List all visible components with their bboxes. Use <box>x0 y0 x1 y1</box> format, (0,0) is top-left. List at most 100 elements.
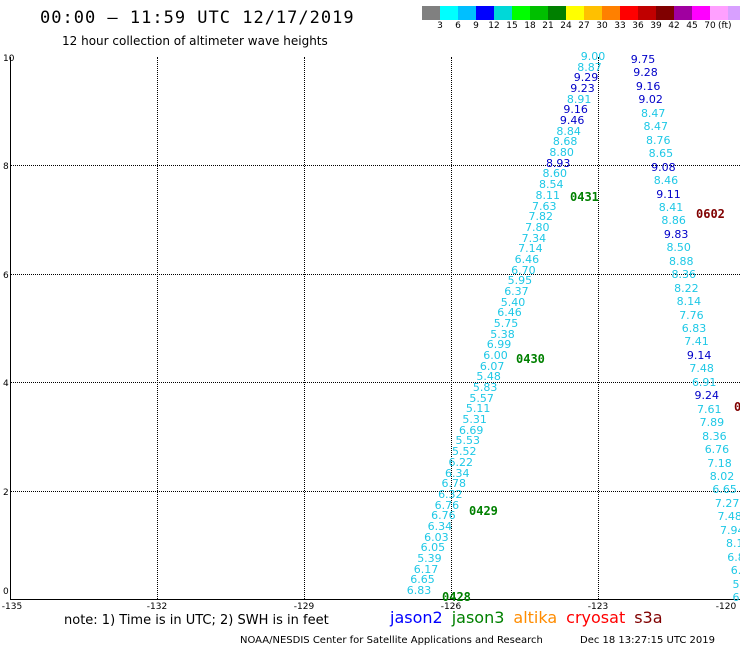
wave-height-label: 8.68 <box>552 135 578 149</box>
wave-height-label: 8.60 <box>542 167 567 181</box>
wave-height-label: 8.50 <box>666 241 691 255</box>
wave-height-label: 5.95 <box>507 274 533 288</box>
credit-line: NOAA/NESDIS Center for Satellite Applica… <box>240 635 543 646</box>
y-tick-label: 2 <box>3 487 9 498</box>
wave-height-label: 6.00 <box>483 349 508 363</box>
wave-height-label: 6.69 <box>458 423 484 437</box>
wave-height-label: 9.24 <box>694 389 720 403</box>
legend-tick: 6 <box>455 21 461 31</box>
legend-tick: 12 <box>488 21 500 31</box>
legend-swatch <box>620 6 638 20</box>
x-tick-label: -126 <box>440 602 462 612</box>
wave-height-label: 8.1 <box>726 537 740 551</box>
generation-timestamp: Dec 18 13:27:15 UTC 2019 <box>580 635 715 646</box>
wave-height-label: 8.87 <box>577 60 602 74</box>
wave-height-label: 5.57 <box>469 391 494 405</box>
wave-height-label: 6.99 <box>486 338 512 352</box>
legend-swatch <box>674 6 692 20</box>
wave-height-label: 6.91 <box>691 375 717 389</box>
legend-tick: 21 <box>542 21 554 31</box>
wave-height-label: 9.14 <box>686 348 712 362</box>
legend-tick: 24 <box>560 21 572 31</box>
wave-height-label: 8.54 <box>538 178 564 192</box>
x-tick-label: -123 <box>587 602 609 612</box>
wave-height-label: 5.40 <box>500 295 526 309</box>
y-tick-label: 8 <box>3 162 9 173</box>
legend-tick: 36 <box>632 21 644 31</box>
legend-unit: (ft) <box>718 21 732 31</box>
grid-line-vertical <box>304 57 305 599</box>
wave-height-label: 5 <box>732 577 740 591</box>
wave-height-label: 7.18 <box>707 456 732 470</box>
legend-swatch <box>584 6 602 20</box>
y-tick-label: 0 <box>3 587 9 597</box>
wave-height-label: 6.37 <box>504 284 529 298</box>
legend-tick: 30 <box>596 21 608 31</box>
grid-line-horizontal <box>10 490 740 492</box>
pass-time-label: 0430 <box>516 352 545 366</box>
grid-line-horizontal <box>10 273 740 275</box>
wave-height-label: 7.14 <box>518 242 543 256</box>
wave-height-label: 9.16 <box>563 103 588 117</box>
wave-height-label: 8.36 <box>671 268 697 282</box>
wave-height-label: 5.75 <box>493 317 519 330</box>
wave-height-label: 7.48 <box>717 510 740 524</box>
wave-height-label: 5.11 <box>465 402 491 416</box>
wave-height-label: 6.34 <box>445 466 470 480</box>
wave-height-label: 7.61 <box>697 402 722 416</box>
wave-height-label: 5.39 <box>417 551 442 565</box>
wave-height-label: 7.27 <box>714 496 740 510</box>
wave-height-label: 9.02 <box>638 93 663 107</box>
grid-line-horizontal <box>10 165 740 167</box>
satellite-name: jason2 <box>390 608 443 627</box>
wave-height-label: 8.80 <box>549 146 574 160</box>
wave-height-label: 5.38 <box>490 327 515 341</box>
wave-height-label: 6.65 <box>410 573 435 587</box>
wave-height-label: 9.08 <box>651 160 676 174</box>
legend-swatch <box>638 6 656 20</box>
wave-height-label: 6. <box>730 564 740 578</box>
legend-swatch <box>566 6 584 20</box>
wave-height-label: 8.02 <box>709 469 735 483</box>
pass-time-label: 0428 <box>442 590 471 604</box>
wave-height-label: 8.41 <box>658 200 684 214</box>
legend-swatch <box>494 6 512 20</box>
legend-tick: 27 <box>578 21 590 31</box>
legend-tick: 18 <box>524 21 536 31</box>
y-tick-label: 6 <box>3 270 9 281</box>
wave-height-label: 7.41 <box>684 335 709 349</box>
wave-height-label: 9.00 <box>580 50 606 63</box>
legend-swatch <box>512 6 530 20</box>
y-axis-line <box>10 57 11 599</box>
wave-height-label: 7.82 <box>528 210 554 224</box>
x-tick-label: -129 <box>293 602 315 612</box>
x-tick-label: -132 <box>146 602 168 612</box>
legend-swatch <box>728 6 740 20</box>
wave-height-label: 5.31 <box>462 413 487 427</box>
wave-height-label: 9.16 <box>635 79 661 93</box>
legend-tick: 45 <box>686 21 698 31</box>
pass-time-label: 0602 <box>696 207 725 221</box>
wave-height-label: 8.47 <box>640 106 666 120</box>
wave-height-label: 8.47 <box>643 120 669 134</box>
wave-height-label: 5.52 <box>451 445 477 459</box>
wave-height-label: 8.65 <box>648 147 674 161</box>
legend-tick: 42 <box>668 21 680 31</box>
color-legend <box>422 6 740 20</box>
wave-height-label: 8.84 <box>556 124 581 138</box>
map-subtitle: 12 hour collection of altimeter wave hei… <box>62 34 328 48</box>
legend-tick: 3 <box>437 21 443 31</box>
satellite-name: s3a <box>634 608 663 627</box>
wave-height-label: 8.88 <box>669 254 694 268</box>
legend-swatch <box>692 6 710 20</box>
wave-height-label: 6.34 <box>427 519 453 533</box>
wave-height-label: 7.34 <box>521 231 547 245</box>
legend-swatch <box>422 6 440 20</box>
wave-height-label: 6.78 <box>441 477 467 491</box>
footer-note: note: 1) Time is in UTC; 2) SWH is in fe… <box>64 613 329 628</box>
wave-height-label: 5.53 <box>455 434 480 448</box>
legend-swatch <box>458 6 476 20</box>
wave-height-label: 6.76 <box>434 498 460 512</box>
wave-height-label: 6.76 <box>431 509 456 523</box>
